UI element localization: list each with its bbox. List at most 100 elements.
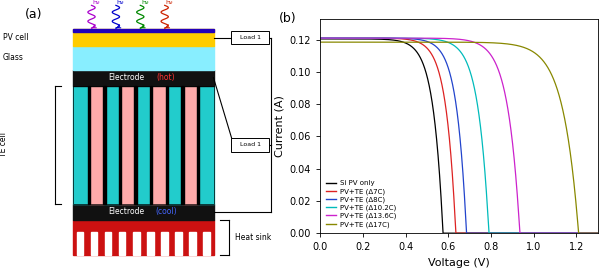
PV+TE (Δ17C) bbox=[317, 40, 324, 44]
Bar bbox=[147, 232, 154, 255]
Text: Heat sink: Heat sink bbox=[235, 233, 271, 242]
Text: Load 1: Load 1 bbox=[240, 35, 260, 40]
Si PV only bbox=[423, 73, 430, 77]
Bar bbox=[198, 86, 214, 204]
Bar bbox=[73, 46, 214, 70]
Bar bbox=[119, 86, 121, 204]
Si PV only bbox=[365, 38, 372, 41]
Bar bbox=[73, 86, 89, 204]
Bar bbox=[189, 232, 196, 255]
PV+TE (Δ10.2C) bbox=[594, 232, 601, 235]
Bar bbox=[182, 86, 198, 204]
Bar bbox=[77, 232, 84, 255]
Line: PV+TE (Δ8C): PV+TE (Δ8C) bbox=[320, 38, 598, 233]
Text: Load 1: Load 1 bbox=[240, 142, 260, 147]
Bar bbox=[104, 86, 120, 204]
PV+TE (Δ7C) bbox=[594, 232, 601, 235]
Bar bbox=[161, 232, 168, 255]
PV+TE (Δ17C) bbox=[435, 40, 442, 44]
Bar bbox=[89, 86, 104, 204]
PV+TE (Δ8C) bbox=[594, 232, 601, 235]
Bar bbox=[203, 232, 210, 255]
Bar bbox=[196, 86, 199, 204]
PV+TE (Δ10.2C) bbox=[365, 36, 372, 40]
FancyBboxPatch shape bbox=[231, 138, 270, 152]
PV+TE (Δ7C) bbox=[452, 232, 459, 235]
Bar bbox=[134, 86, 137, 204]
Bar bbox=[150, 86, 152, 204]
PV+TE (Δ7C) bbox=[365, 36, 372, 40]
PV+TE (Δ7C) bbox=[317, 36, 324, 40]
PV+TE (Δ8C) bbox=[423, 40, 430, 43]
PV+TE (Δ10.2C) bbox=[423, 37, 430, 40]
Text: hν: hν bbox=[165, 0, 173, 5]
Bar bbox=[73, 29, 214, 46]
FancyBboxPatch shape bbox=[231, 31, 270, 44]
PV+TE (Δ13.6C) bbox=[423, 36, 430, 40]
PV+TE (Δ17C) bbox=[423, 40, 430, 44]
PV+TE (Δ13.6C) bbox=[435, 37, 442, 40]
Bar bbox=[73, 70, 214, 86]
PV+TE (Δ8C) bbox=[463, 232, 470, 235]
PV+TE (Δ13.6C) bbox=[589, 232, 596, 235]
PV+TE (Δ10.2C) bbox=[435, 38, 442, 42]
PV+TE (Δ7C) bbox=[348, 36, 356, 40]
PV+TE (Δ10.2C) bbox=[559, 232, 566, 235]
PV+TE (Δ7C) bbox=[435, 70, 442, 73]
PV+TE (Δ10.2C) bbox=[348, 36, 356, 40]
Bar bbox=[120, 86, 135, 204]
Text: (hot): (hot) bbox=[157, 73, 176, 82]
Si PV only bbox=[589, 232, 596, 235]
PV+TE (Δ17C) bbox=[559, 107, 566, 110]
PV+TE (Δ13.6C) bbox=[348, 36, 356, 40]
Bar bbox=[88, 86, 90, 204]
Si PV only bbox=[317, 37, 324, 40]
PV+TE (Δ8C) bbox=[317, 36, 324, 40]
Text: (b): (b) bbox=[279, 12, 296, 25]
PV+TE (Δ8C) bbox=[435, 48, 442, 51]
Bar bbox=[135, 86, 151, 204]
Text: (a): (a) bbox=[24, 8, 42, 21]
PV+TE (Δ8C) bbox=[589, 232, 596, 235]
PV+TE (Δ13.6C) bbox=[516, 232, 523, 235]
PV+TE (Δ8C) bbox=[559, 232, 566, 235]
Text: Electrode: Electrode bbox=[109, 207, 145, 216]
Line: PV+TE (Δ7C): PV+TE (Δ7C) bbox=[320, 38, 598, 233]
Bar bbox=[105, 232, 112, 255]
Bar bbox=[73, 220, 214, 255]
PV+TE (Δ17C) bbox=[575, 232, 583, 235]
PV+TE (Δ8C) bbox=[365, 36, 372, 40]
PV+TE (Δ10.2C) bbox=[589, 232, 596, 235]
Line: PV+TE (Δ17C): PV+TE (Δ17C) bbox=[320, 42, 598, 233]
Text: (cool): (cool) bbox=[156, 207, 177, 216]
Si PV only bbox=[435, 162, 442, 165]
PV+TE (Δ13.6C) bbox=[365, 36, 372, 40]
Bar bbox=[181, 86, 184, 204]
Bar bbox=[175, 232, 182, 255]
PV+TE (Δ17C) bbox=[594, 232, 601, 235]
Line: PV+TE (Δ13.6C): PV+TE (Δ13.6C) bbox=[320, 38, 598, 233]
Si PV only bbox=[439, 232, 447, 235]
Bar bbox=[73, 29, 214, 32]
Line: PV+TE (Δ10.2C): PV+TE (Δ10.2C) bbox=[320, 38, 598, 233]
Text: TE cell: TE cell bbox=[0, 132, 7, 157]
Bar bbox=[151, 86, 167, 204]
PV+TE (Δ17C) bbox=[365, 40, 372, 44]
Text: Glass: Glass bbox=[3, 53, 24, 62]
Line: Si PV only: Si PV only bbox=[320, 39, 598, 233]
Si PV only bbox=[559, 232, 566, 235]
Bar bbox=[103, 86, 106, 204]
Bar bbox=[119, 232, 126, 255]
PV+TE (Δ13.6C) bbox=[317, 36, 324, 40]
Si PV only bbox=[594, 232, 601, 235]
PV+TE (Δ7C) bbox=[559, 232, 566, 235]
X-axis label: Voltage (V): Voltage (V) bbox=[428, 258, 490, 268]
Bar bbox=[133, 232, 140, 255]
Si PV only bbox=[348, 37, 356, 40]
PV+TE (Δ8C) bbox=[348, 36, 356, 40]
PV+TE (Δ7C) bbox=[423, 46, 430, 49]
PV+TE (Δ10.2C) bbox=[317, 36, 324, 40]
Legend: Si PV only, PV+TE (Δ7C), PV+TE (Δ8C), PV+TE (Δ10.2C), PV+TE (Δ13.6C), PV+TE (Δ17: Si PV only, PV+TE (Δ7C), PV+TE (Δ8C), PV… bbox=[324, 178, 398, 230]
Bar bbox=[91, 232, 98, 255]
Y-axis label: Current (A): Current (A) bbox=[274, 95, 284, 157]
